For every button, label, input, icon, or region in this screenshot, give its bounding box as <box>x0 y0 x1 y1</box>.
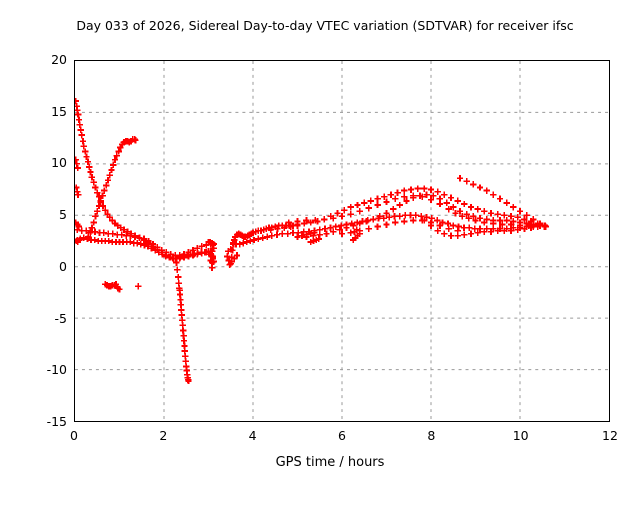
y-tick-label: -15 <box>46 414 67 429</box>
y-tick-label: 20 <box>51 52 67 67</box>
x-tick-label: 12 <box>602 428 618 443</box>
plot-area <box>74 60 610 422</box>
x-tick-label: 2 <box>159 428 168 443</box>
y-tick-label: 10 <box>51 155 67 171</box>
data-points-layer <box>75 97 550 385</box>
y-tick-label: -5 <box>54 310 67 326</box>
chart-title: Day 033 of 2026, Sidereal Day-to-day VTE… <box>0 19 640 33</box>
x-tick-label: 6 <box>338 428 346 443</box>
figure-canvas: Day 033 of 2026, Sidereal Day-to-day VTE… <box>0 19 640 470</box>
x-tick-label: 10 <box>512 428 529 443</box>
y-tick-label: 15 <box>51 103 67 119</box>
x-axis-label-row: GPS time / hours <box>0 455 640 470</box>
grid-layer <box>75 61 609 421</box>
x-tick-label: 8 <box>427 428 436 443</box>
chart-title-text: Day 033 of 2026, Sidereal Day-to-day VTE… <box>76 19 574 33</box>
x-tick-label: 4 <box>248 428 257 443</box>
x-axis-label: GPS time / hours <box>275 455 385 470</box>
scatter-markers <box>75 97 550 385</box>
y-tick-label: 0 <box>59 258 67 274</box>
x-tick-label: 0 <box>70 428 78 443</box>
y-tick-label: 5 <box>59 207 67 223</box>
y-tick-label: -10 <box>46 362 67 378</box>
